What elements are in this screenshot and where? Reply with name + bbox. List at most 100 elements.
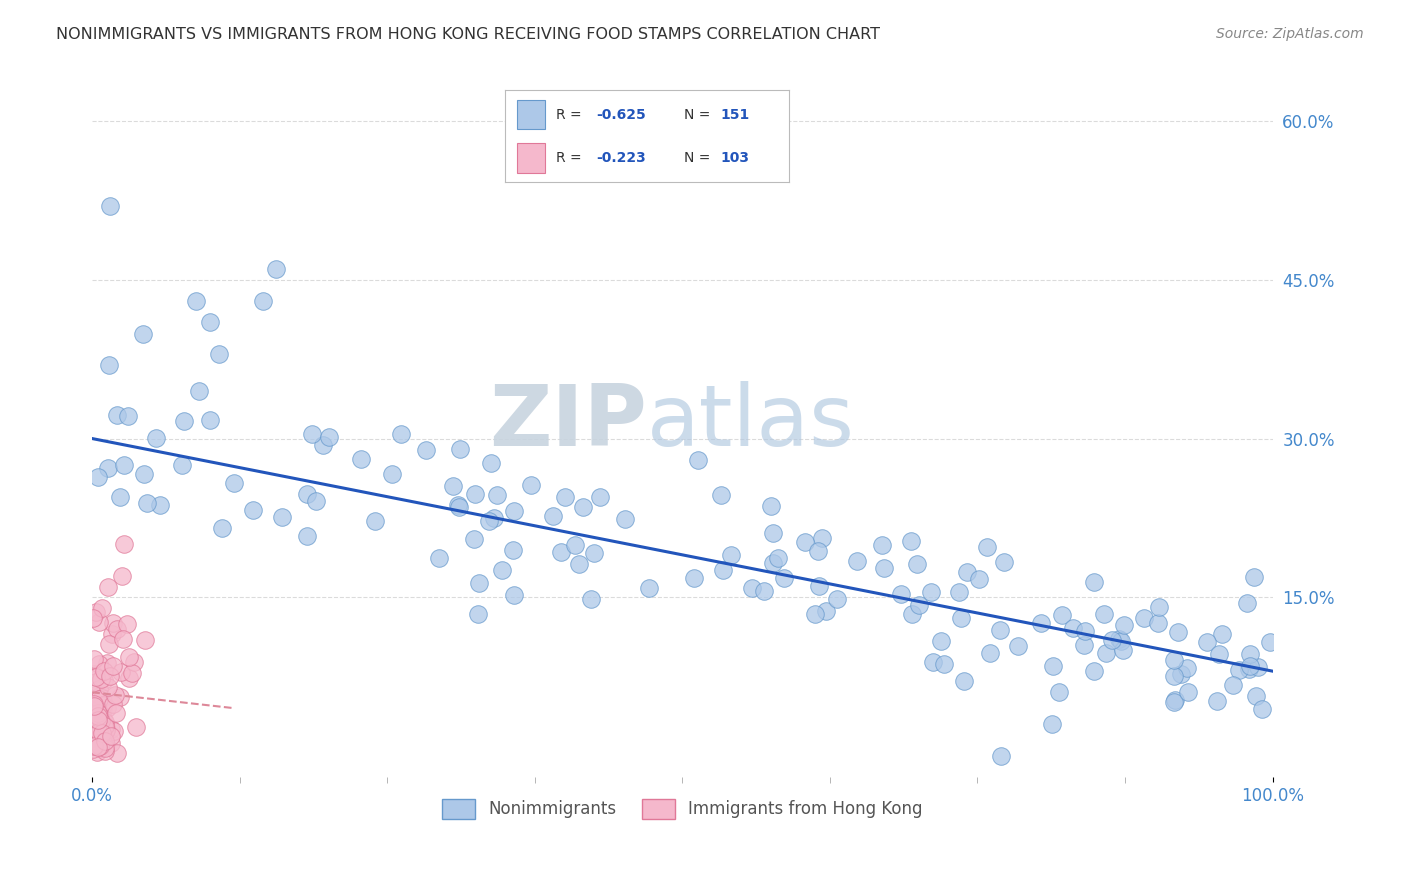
Point	[83, 736, 105, 750]
Point	[467, 607, 489, 621]
Point	[112, 458, 135, 473]
Point	[381, 467, 404, 482]
Point	[901, 607, 924, 621]
Point	[1206, 694, 1229, 708]
Point	[350, 452, 373, 467]
Point	[89, 711, 111, 725]
Point	[1094, 607, 1116, 622]
Point	[101, 697, 124, 711]
Point	[90, 600, 112, 615]
Point	[1112, 643, 1135, 657]
Point	[486, 488, 509, 502]
Point	[86, 687, 108, 701]
Point	[87, 725, 110, 739]
Text: ZIP: ZIP	[489, 381, 647, 464]
Point	[312, 438, 335, 452]
Point	[468, 575, 491, 590]
Point	[1163, 653, 1185, 667]
Point	[1114, 618, 1136, 632]
Point	[252, 294, 274, 309]
Point	[541, 509, 564, 524]
Point	[121, 666, 143, 681]
Point	[948, 584, 970, 599]
Point	[478, 514, 501, 528]
Point	[1244, 689, 1267, 703]
Point	[441, 479, 464, 493]
Point	[111, 569, 134, 583]
Point	[131, 326, 153, 341]
Point	[100, 729, 122, 743]
Point	[1073, 638, 1095, 652]
Point	[89, 615, 111, 630]
Point	[846, 554, 869, 568]
Point	[582, 546, 605, 560]
Point	[86, 745, 108, 759]
Point	[464, 487, 486, 501]
Point	[105, 408, 128, 422]
Point	[83, 710, 105, 724]
Point	[242, 502, 264, 516]
Point	[96, 701, 118, 715]
Point	[579, 591, 602, 606]
Point	[118, 671, 141, 685]
Point	[762, 525, 785, 540]
Point	[950, 610, 973, 624]
Point	[364, 514, 387, 528]
Point	[295, 487, 318, 501]
Text: Source: ZipAtlas.com: Source: ZipAtlas.com	[1216, 27, 1364, 41]
Point	[463, 532, 485, 546]
Point	[222, 476, 245, 491]
Point	[1229, 663, 1251, 677]
Point	[91, 733, 114, 747]
Point	[104, 688, 127, 702]
Point	[184, 294, 207, 309]
Text: atlas: atlas	[647, 381, 855, 464]
Point	[89, 711, 111, 725]
Text: NONIMMIGRANTS VS IMMIGRANTS FROM HONG KONG RECEIVING FOOD STAMPS CORRELATION CHA: NONIMMIGRANTS VS IMMIGRANTS FROM HONG KO…	[56, 27, 880, 42]
Point	[91, 712, 114, 726]
Point	[86, 731, 108, 746]
Point	[1050, 607, 1073, 622]
Point	[90, 725, 112, 739]
Point	[111, 632, 134, 647]
Point	[97, 637, 120, 651]
Point	[86, 719, 108, 733]
Point	[90, 691, 112, 706]
Point	[1029, 616, 1052, 631]
Point	[97, 580, 120, 594]
Point	[479, 456, 502, 470]
Point	[83, 739, 105, 754]
Point	[554, 490, 576, 504]
Point	[98, 199, 121, 213]
Point	[1243, 570, 1265, 584]
Point	[93, 719, 115, 733]
Point	[90, 741, 112, 756]
Point	[1236, 596, 1258, 610]
Point	[1177, 684, 1199, 698]
Point	[87, 736, 110, 750]
Point	[318, 430, 340, 444]
Point	[173, 414, 195, 428]
Point	[979, 647, 1001, 661]
Point	[103, 723, 125, 738]
Point	[89, 718, 111, 732]
Point	[82, 611, 104, 625]
Point	[149, 498, 172, 512]
Point	[793, 534, 815, 549]
Point	[200, 315, 222, 329]
Point	[953, 673, 976, 688]
Point	[638, 582, 661, 596]
Point	[1083, 575, 1105, 590]
Point	[198, 413, 221, 427]
Point	[172, 458, 194, 472]
Point	[91, 698, 114, 713]
Point	[110, 690, 132, 704]
Point	[447, 498, 470, 512]
Point	[82, 738, 104, 752]
Point	[87, 739, 110, 754]
Legend: Nonimmigrants, Immigrants from Hong Kong: Nonimmigrants, Immigrants from Hong Kong	[436, 793, 929, 825]
Point	[134, 633, 156, 648]
Point	[870, 538, 893, 552]
Point	[988, 623, 1011, 637]
Point	[1163, 669, 1185, 683]
